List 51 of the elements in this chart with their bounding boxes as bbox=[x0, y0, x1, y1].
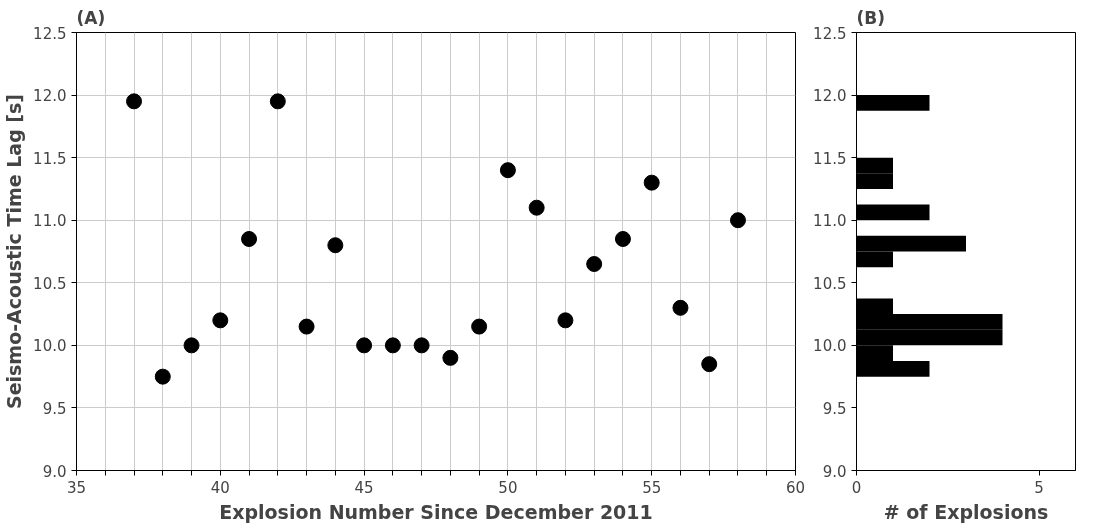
y-tick-label: 12.5 bbox=[813, 24, 847, 43]
point bbox=[327, 237, 344, 254]
y-tick-label: 10.0 bbox=[33, 337, 67, 356]
point bbox=[269, 93, 286, 110]
point bbox=[154, 368, 171, 385]
y-tick-label: 9.5 bbox=[42, 399, 67, 418]
x-axis-title: Explosion Number Since December 2011 bbox=[219, 500, 653, 523]
point bbox=[241, 231, 258, 247]
y-tick-label: 10.0 bbox=[813, 337, 847, 356]
chart-title: (A) bbox=[76, 7, 106, 28]
x-tick-label: 50 bbox=[498, 478, 518, 497]
x-tick-label: 60 bbox=[785, 478, 806, 497]
y-tick-label: 10.5 bbox=[813, 274, 847, 293]
point bbox=[586, 256, 603, 272]
point bbox=[298, 318, 315, 335]
y-tick-label: 11.0 bbox=[813, 212, 847, 231]
point bbox=[126, 93, 143, 110]
point bbox=[413, 337, 430, 354]
x-tick-label: 5 bbox=[1034, 478, 1044, 497]
y-tick-label: 9.0 bbox=[42, 462, 67, 481]
point bbox=[557, 312, 574, 329]
y-tick-label: 11.5 bbox=[33, 149, 67, 168]
x-axis-title: # of Explosions bbox=[883, 500, 1049, 523]
point bbox=[701, 356, 718, 373]
y-tick-label: 9.5 bbox=[822, 399, 847, 418]
point bbox=[729, 212, 746, 229]
x-tick-label: 45 bbox=[354, 478, 374, 497]
x-tick-label: 40 bbox=[210, 478, 230, 497]
y-tick-label: 11.5 bbox=[813, 149, 847, 168]
point bbox=[528, 199, 545, 216]
y-tick-label: 10.5 bbox=[33, 274, 67, 293]
chart-title: (B) bbox=[856, 7, 885, 28]
point bbox=[672, 299, 689, 316]
y-tick-label: 9.0 bbox=[822, 462, 847, 481]
point bbox=[471, 318, 488, 335]
point bbox=[442, 349, 459, 366]
point bbox=[212, 312, 229, 329]
point bbox=[356, 337, 373, 354]
point bbox=[614, 231, 631, 247]
y-tick-label: 11.0 bbox=[33, 212, 67, 231]
x-tick-label: 0 bbox=[851, 478, 862, 497]
x-tick-label: 35 bbox=[66, 478, 87, 497]
x-tick-label: 55 bbox=[642, 478, 662, 497]
y-tick-label: 12.5 bbox=[33, 24, 67, 43]
point bbox=[499, 162, 516, 179]
y-tick-label: 12.0 bbox=[33, 87, 67, 106]
y-tick-label: 12.0 bbox=[813, 87, 847, 106]
point bbox=[384, 337, 401, 354]
point bbox=[643, 174, 660, 191]
point bbox=[183, 337, 200, 354]
y-axis-title: Seismo-Acoustic Time Lag [s] bbox=[3, 93, 26, 410]
